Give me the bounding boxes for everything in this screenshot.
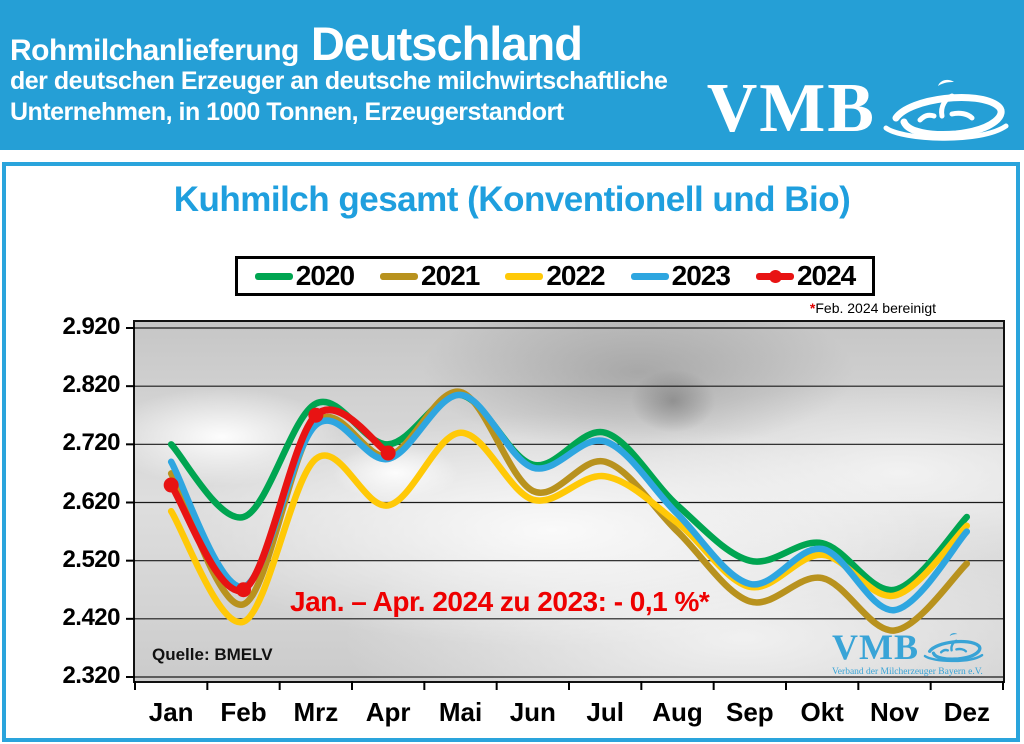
header-subtitle-line1: der deutschen Erzeuger an deutsche milch… [10, 67, 668, 95]
chart-footnote: *Feb. 2024 bereinigt [0, 300, 936, 316]
legend-item-2020: 2020 [254, 260, 355, 292]
legend-label-2021: 2021 [421, 260, 480, 291]
chart-legend: 2020 2021 2022 2023 2024 [235, 256, 875, 296]
comparison-annotation: Jan. – Apr. 2024 zu 2023: - 0,1 %* [290, 586, 710, 617]
legend-swatch-2023 [630, 272, 669, 280]
header-subtitle-line2: Unternehmen, in 1000 Tonnen, Erzeugersta… [10, 98, 564, 126]
legend-item-2024: 2024 [755, 260, 856, 292]
y-tick-label-2.520: 2.520 [62, 545, 120, 573]
plot-lines-svg [126, 327, 1004, 690]
legend-marker-icon [768, 269, 782, 283]
line-series-2020 [167, 391, 971, 594]
x-tick-label-Aug: Aug [652, 697, 703, 727]
legend-item-2021: 2021 [380, 260, 480, 292]
x-tick-label-Okt: Okt [800, 697, 844, 727]
x-tick-label-Sep: Sep [725, 697, 774, 727]
y-tick-label-2.820: 2.820 [62, 371, 120, 399]
legend-label-2023: 2023 [671, 260, 731, 291]
x-tick-label-Jan: Jan [148, 697, 194, 727]
x-tick-label-Mrz: Mrz [293, 697, 339, 727]
vmb-logo-text: VMB [706, 70, 876, 147]
header-title: Rohmilchanlieferung Deutschland [10, 16, 583, 71]
x-tick-label-Feb: Feb [220, 697, 267, 727]
header-title-small: Rohmilchanlieferung [10, 34, 299, 67]
vmb-logo: VMB [707, 70, 1012, 148]
legend-swatch-2024 [755, 269, 794, 283]
header-title-large: Deutschland [310, 17, 583, 70]
vmb-watermark-text: VMB [832, 627, 919, 667]
legend-item-2023: 2023 [630, 260, 731, 292]
y-tick-label-2.920: 2.920 [62, 313, 120, 340]
x-tick-label-Nov: Nov [869, 697, 920, 727]
footnote-text: Feb. 2024 bereinigt [815, 300, 936, 316]
source-label: Quelle: BMELV [152, 645, 273, 664]
x-tick-label-Mai: Mai [438, 697, 483, 727]
milk-swirl-icon [883, 79, 1009, 141]
milk-swirl-watermark-icon [923, 633, 984, 663]
legend-swatch-2021 [380, 272, 419, 280]
legend-swatch-2020 [254, 272, 293, 280]
data-point-2024-Feb [236, 582, 251, 598]
legend-label-2020: 2020 [295, 260, 355, 291]
legend-swatch-2022 [505, 272, 544, 280]
y-tick-label-2.620: 2.620 [62, 487, 120, 515]
legend-item-2022: 2022 [505, 260, 606, 292]
line-series-2022 [167, 429, 971, 626]
vmb-watermark-subtext: Verband der Milcherzeuger Bayern e.V. [832, 667, 983, 677]
y-tick-label-2.720: 2.720 [62, 429, 120, 457]
x-tick-label-Jun: Jun [509, 697, 556, 727]
data-point-2024-Mrz [308, 407, 324, 423]
y-tick-label-2.320: 2.320 [62, 662, 120, 689]
x-tick-label-Apr: Apr [365, 697, 411, 727]
vmb-watermark: VMB Verband der Milcherzeuger Bayern e.V… [832, 628, 1012, 677]
y-tick-label-2.420: 2.420 [62, 603, 120, 631]
line-series-2024 [167, 406, 392, 595]
header-subtitle: der deutschen Erzeuger an deutsche milch… [10, 66, 668, 128]
x-tick-label-Jul: Jul [586, 697, 624, 727]
footnote-asterisk: * [809, 300, 816, 316]
header-band: Rohmilchanlieferung Deutschland der deuts… [0, 0, 1024, 150]
data-point-2024-Jan [163, 477, 179, 493]
x-tick-label-Dez: Dez [943, 697, 990, 727]
data-point-2024-Apr [380, 445, 396, 461]
chart-title: Kuhmilch gesamt (Konventionell und Bio) [173, 180, 851, 219]
legend-label-2024: 2024 [796, 260, 856, 291]
legend-label-2022: 2022 [546, 260, 605, 291]
